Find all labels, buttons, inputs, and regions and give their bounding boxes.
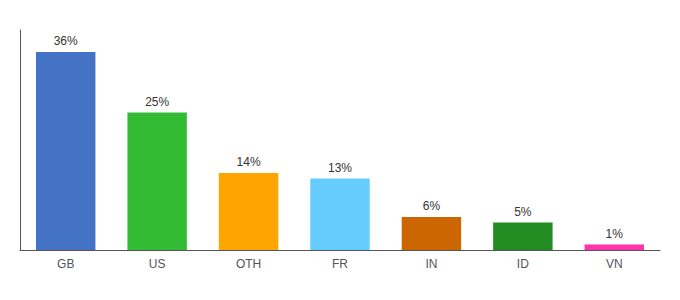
svg-text:13%: 13%: [328, 161, 352, 175]
svg-text:ID: ID: [517, 257, 529, 271]
svg-text:14%: 14%: [237, 155, 261, 169]
svg-text:OTH: OTH: [236, 257, 261, 271]
svg-text:IN: IN: [425, 257, 437, 271]
svg-text:25%: 25%: [145, 95, 169, 109]
svg-text:FR: FR: [332, 257, 348, 271]
svg-text:36%: 36%: [54, 34, 78, 48]
svg-text:VN: VN: [606, 257, 623, 271]
svg-text:1%: 1%: [606, 227, 624, 241]
svg-text:GB: GB: [57, 257, 74, 271]
svg-text:5%: 5%: [514, 205, 532, 219]
svg-text:6%: 6%: [423, 199, 441, 213]
svg-text:US: US: [149, 257, 166, 271]
